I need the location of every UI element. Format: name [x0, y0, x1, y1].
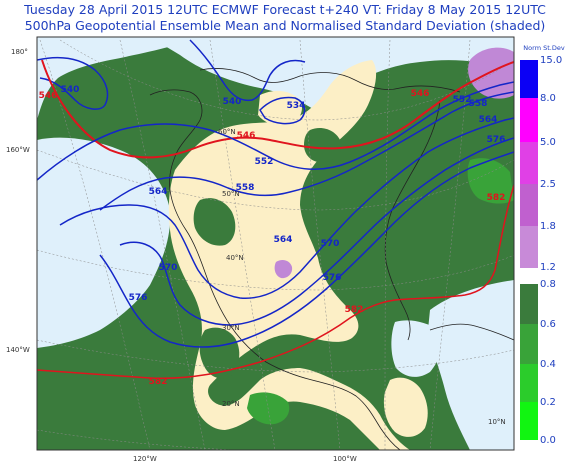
sd-patch-mid-green-ne — [467, 158, 514, 204]
contour-582 — [37, 184, 514, 380]
lat-label-40n: 40°N — [226, 254, 244, 262]
lon-label-140w: 140°W — [6, 346, 30, 354]
sd-patch-purple-ne — [468, 47, 514, 99]
coastline-caribbean — [429, 323, 514, 341]
lat-label-20n: 20°N — [222, 400, 240, 408]
contour-558 — [99, 91, 514, 211]
legend-swatch-0-6 — [520, 324, 538, 364]
contour-label: 576 — [129, 293, 148, 303]
legend-label-2-5: 2.5 — [540, 179, 556, 190]
legend-lower-bar — [520, 284, 538, 440]
contour-labels: 540 540 534 546 546 546 552 552 558 558 … — [39, 85, 506, 387]
contour-label: 552 — [255, 157, 274, 167]
coastline-arctic — [199, 68, 461, 93]
lat-label-10n: 10°N — [488, 418, 506, 426]
contour-546-main — [41, 59, 514, 159]
legend-label-0-4: 0.4 — [540, 359, 556, 370]
lon-label-180: 180° — [11, 48, 28, 56]
legend-label-0-0: 0.0 — [540, 435, 556, 446]
legend-swatch-5 — [520, 142, 538, 184]
contour-534 — [259, 96, 306, 125]
contour-540-a — [37, 57, 109, 110]
unshaded-ocean-north — [150, 37, 514, 112]
coastline-east — [384, 99, 441, 341]
unshaded-land-mexico — [383, 377, 428, 437]
sd-patch-lakes — [304, 128, 342, 163]
contour-label: 582 — [487, 193, 506, 203]
sd-patch-purple-center — [274, 259, 293, 279]
sd-patch-baja — [199, 327, 240, 379]
contour-label: 582 — [149, 377, 168, 387]
legend-label-8: 8.0 — [540, 93, 556, 104]
contour-label: 558 — [236, 183, 255, 193]
lat-label-50n: 50°N — [222, 190, 240, 198]
legend-label-0-6: 0.6 — [540, 319, 556, 330]
unshaded-ocean-pacific — [37, 137, 171, 348]
legend-label-1-8: 1.8 — [540, 221, 556, 232]
unshaded-ocean-northwest — [37, 37, 200, 120]
contour-label: 570 — [159, 263, 178, 273]
legend-swatch-8 — [520, 98, 538, 142]
latitude-labels: 60°N 50°N 40°N 30°N 20°N 10°N — [218, 128, 506, 426]
map-frame — [36, 36, 515, 451]
legend-upper-bar — [520, 60, 538, 268]
lat-label-60n: 60°N — [218, 128, 236, 136]
legend-label-5: 5.0 — [540, 137, 556, 148]
unshaded-ocean-east — [428, 280, 514, 450]
lon-label-160w: 160°W — [6, 146, 30, 154]
contour-540-b — [189, 39, 306, 102]
lon-label-100w: 100°W — [333, 455, 357, 463]
contour-552 — [37, 81, 514, 181]
contour-570 — [119, 137, 514, 326]
legend-label-0-8: 0.8 — [540, 279, 556, 290]
unshaded-ocean-gulf — [391, 320, 442, 377]
contour-576 — [99, 151, 514, 348]
contour-label: 564 — [149, 187, 168, 197]
legend-swatch-15 — [520, 60, 538, 98]
contour-label: 576 — [323, 273, 342, 283]
legend-title: Norm St.Dev — [523, 44, 565, 52]
contour-label: 546 — [237, 131, 256, 141]
contour-label: 546 — [39, 91, 58, 101]
contour-564 — [59, 117, 514, 299]
chart-title: Tuesday 28 April 2015 12UTC ECMWF Foreca… — [24, 2, 546, 17]
contour-label: 534 — [287, 101, 306, 111]
legend-swatch-0-8 — [520, 284, 538, 324]
graticule — [37, 39, 514, 450]
contour-label: 564 — [274, 235, 293, 245]
sd-patch-west-coast — [193, 198, 236, 246]
legend-swatch-1-8 — [520, 226, 538, 268]
lon-label-120w: 120°W — [133, 455, 157, 463]
contour-label: 582 — [345, 305, 364, 315]
contour-label: 546 — [411, 89, 430, 99]
legend-swatch-0-4 — [520, 364, 538, 402]
contour-lines — [37, 39, 514, 380]
coastline-north-america — [149, 89, 401, 450]
legend-swatch-2-5 — [520, 184, 538, 226]
legend-swatch-0-2 — [520, 402, 538, 440]
contour-label: 540 — [223, 97, 242, 107]
contour-label: 570 — [321, 239, 340, 249]
contour-label: 540 — [61, 85, 80, 95]
map-area: 540 540 534 546 546 546 552 552 558 558 … — [37, 37, 514, 450]
contour-label: 558 — [469, 99, 488, 109]
chart-subtitle: 500hPa Geopotential Ensemble Mean and No… — [24, 18, 546, 33]
contour-label: 552 — [453, 95, 472, 105]
contour-label: 564 — [479, 115, 498, 125]
lat-label-30n: 30°N — [222, 324, 240, 332]
legend-label-15: 15.0 — [540, 55, 563, 66]
unshaded-land-north — [258, 90, 302, 126]
legend-label-1-2: 1.2 — [540, 262, 556, 273]
contour-label: 576 — [487, 135, 506, 145]
legend-label-0-2: 0.2 — [540, 397, 556, 408]
